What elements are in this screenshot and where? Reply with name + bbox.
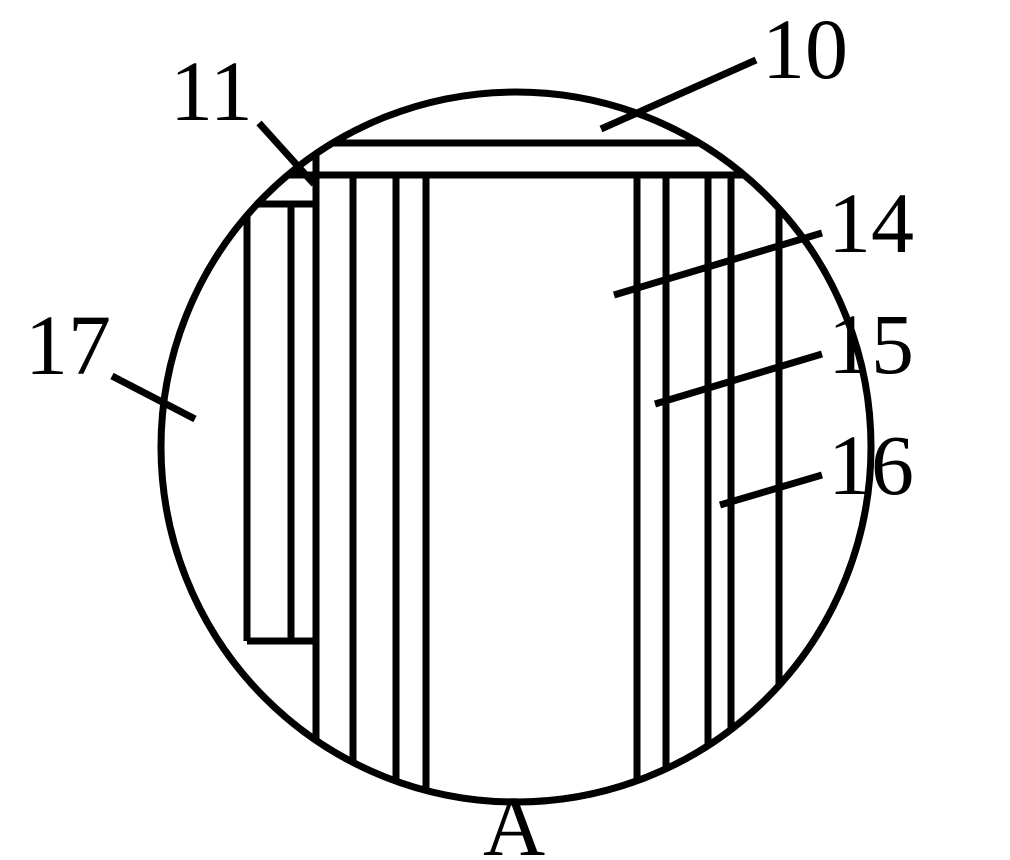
label-n14: 14 bbox=[828, 175, 914, 271]
leader-n17 bbox=[112, 376, 195, 419]
leader-n15 bbox=[655, 354, 822, 404]
label-n11: 11 bbox=[170, 43, 253, 139]
leader-n10 bbox=[601, 60, 756, 129]
leader-n14 bbox=[614, 233, 822, 295]
leader-n16 bbox=[720, 475, 822, 505]
label-n10: 10 bbox=[762, 1, 848, 97]
detail-circle bbox=[161, 92, 871, 802]
label-n16: 16 bbox=[828, 417, 914, 513]
label-A: A bbox=[483, 778, 545, 860]
label-n17: 17 bbox=[25, 297, 111, 393]
label-n15: 15 bbox=[828, 296, 914, 392]
